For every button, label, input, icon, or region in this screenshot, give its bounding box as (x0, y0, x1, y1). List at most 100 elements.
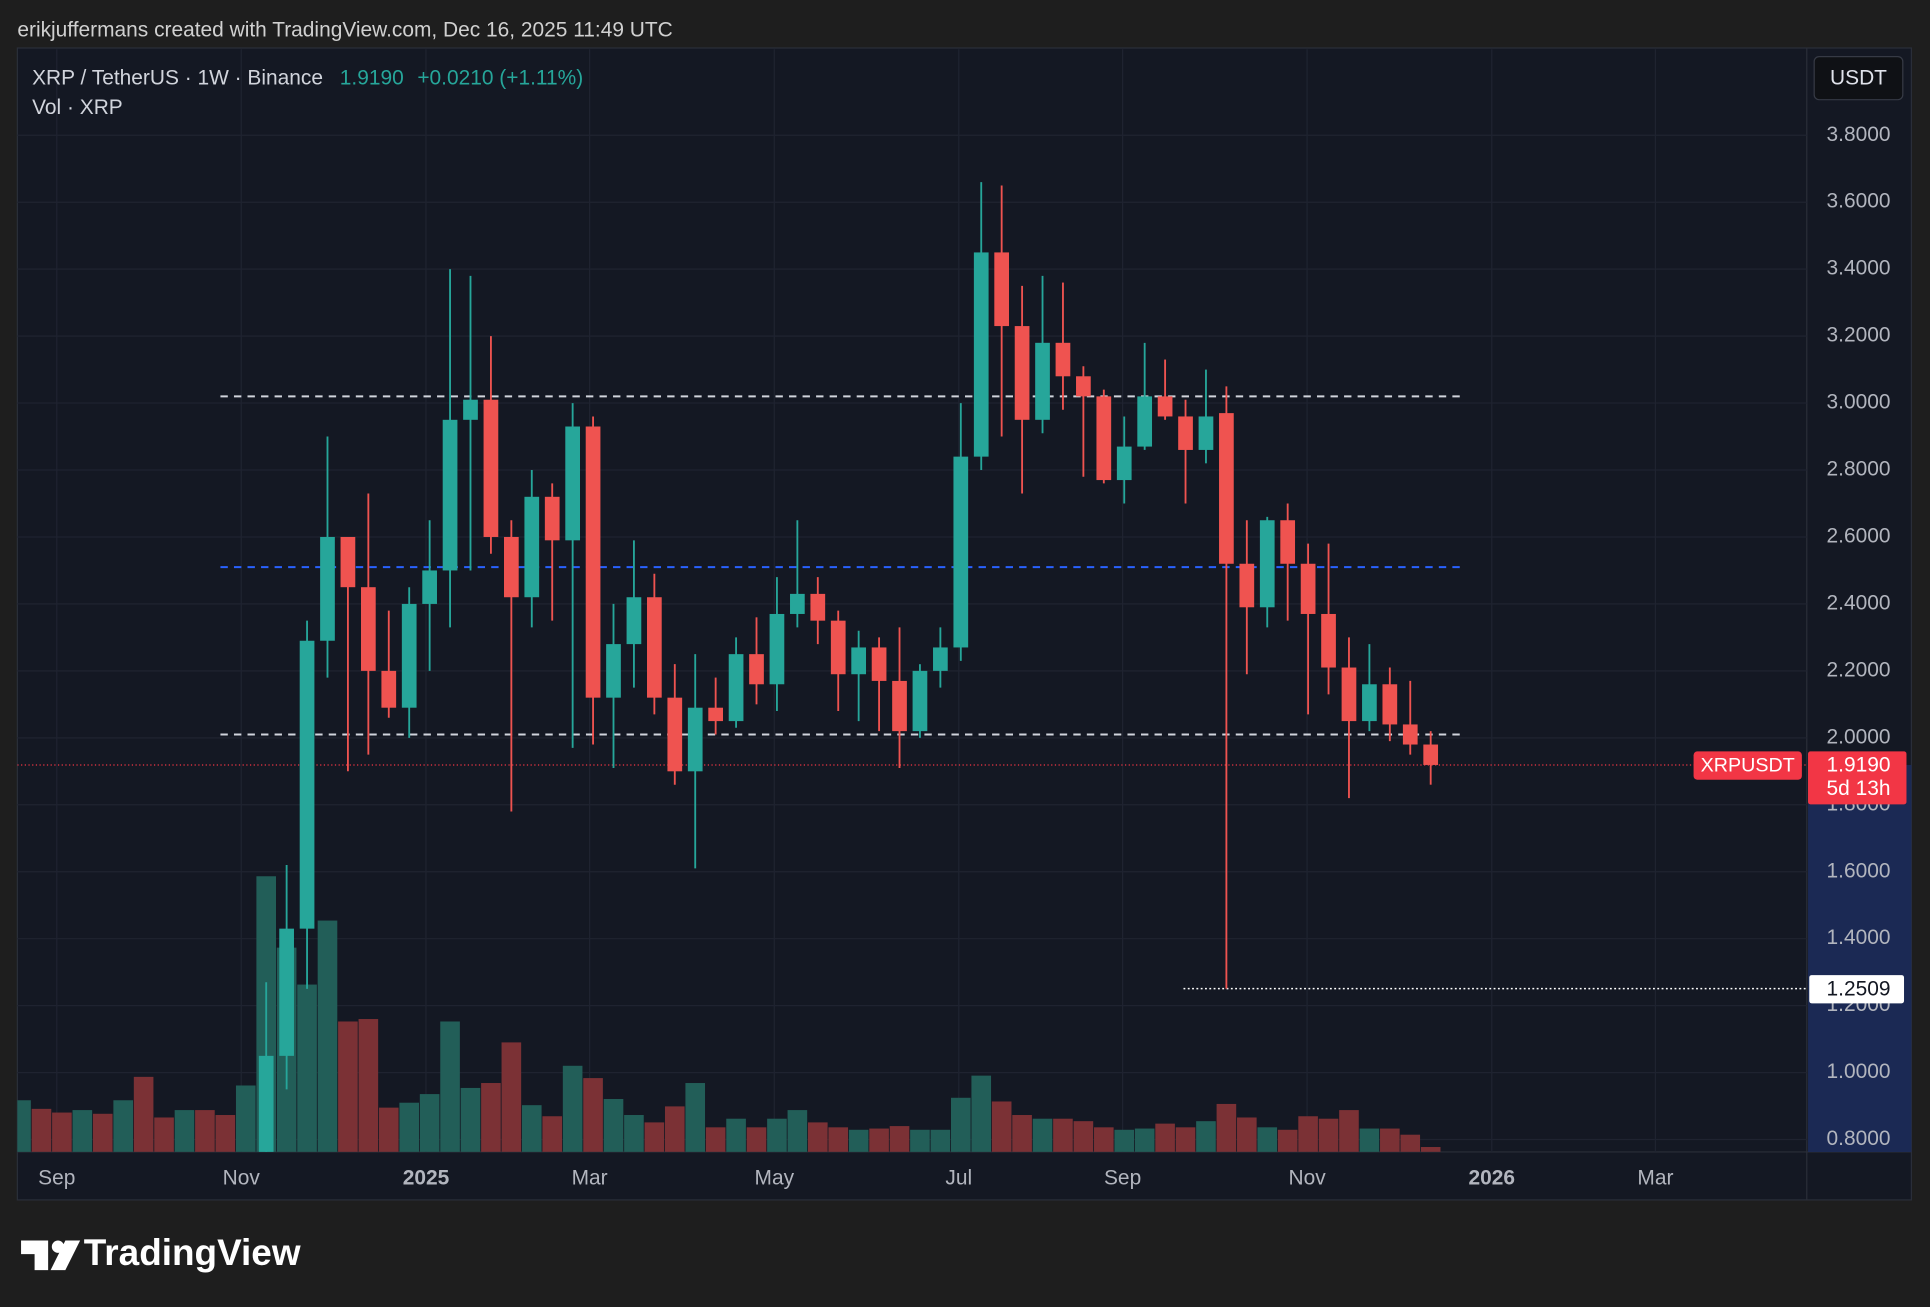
y-tick-label: 1.4000 (1827, 926, 1891, 949)
volume-bar (72, 1110, 93, 1152)
candle-body (708, 707, 724, 722)
candle-body (401, 603, 417, 708)
volume-bar (624, 1115, 644, 1152)
volume-title: Vol · XRP (32, 96, 123, 119)
candle-body (1259, 520, 1275, 608)
volume-bar (848, 1129, 869, 1152)
candle-body (503, 536, 519, 598)
x-tick-label: 2026 (1469, 1167, 1516, 1190)
volume-bar (1094, 1127, 1114, 1152)
volume-bar (419, 1094, 440, 1152)
volume-bar (460, 1087, 481, 1152)
volume-bar (950, 1097, 971, 1152)
volume-bar (17, 1100, 31, 1152)
low-tag (1809, 975, 1905, 1004)
volume-bar (1420, 1147, 1441, 1152)
candle-body (340, 536, 356, 588)
candle-body (1137, 396, 1153, 447)
candle-body (851, 647, 867, 675)
currency-label[interactable]: USDT (1830, 66, 1887, 89)
candle-body (1423, 744, 1439, 765)
volume-bar (583, 1078, 603, 1152)
candle-body (790, 593, 805, 614)
volume-bar (1196, 1121, 1216, 1152)
y-tick-label: 3.2000 (1827, 324, 1891, 347)
candle-body (749, 654, 764, 685)
volume-bar (31, 1108, 52, 1152)
volume-bar (644, 1122, 665, 1152)
volume-bar (726, 1118, 746, 1152)
volume-bar (338, 1021, 358, 1152)
axes: 0.80001.00001.20001.40001.60001.80002.00… (38, 123, 1912, 1190)
candle-body (830, 620, 846, 675)
volume-bar (1359, 1128, 1380, 1152)
candle-body (320, 536, 335, 641)
y-tick-label: 0.8000 (1827, 1127, 1891, 1150)
volume-bar (235, 1085, 256, 1152)
candle-body (360, 587, 376, 671)
y-tick-label: 2.8000 (1827, 458, 1891, 481)
candle-body (647, 597, 662, 698)
candle-body (912, 670, 928, 732)
logo-slash (50, 1240, 81, 1271)
y-tick-label: 2.4000 (1827, 591, 1891, 614)
candle-body (728, 654, 744, 722)
volume-bar (889, 1126, 910, 1152)
y-tick-label: 2.2000 (1827, 658, 1891, 681)
volume-bar (1298, 1116, 1318, 1152)
last-price: 1.9190 (340, 66, 404, 89)
volume-bar (378, 1107, 399, 1152)
candle-body (810, 593, 826, 621)
candle-body (606, 644, 621, 698)
volume-bar (787, 1110, 808, 1152)
volume-bar (603, 1099, 624, 1152)
volume-bar (174, 1110, 195, 1152)
candle-body (381, 670, 397, 708)
low-tag-label: 1.2509 (1827, 977, 1891, 1000)
volume-bar (1216, 1103, 1237, 1152)
candle-body (1280, 520, 1296, 564)
candle-body (1219, 413, 1234, 564)
volume-bar (215, 1115, 236, 1152)
volume-bar (910, 1129, 930, 1152)
currency-button[interactable] (1813, 55, 1904, 101)
volume-bar (501, 1042, 522, 1152)
brand: TradingView (84, 1232, 301, 1273)
volume-bar (1380, 1128, 1400, 1152)
volume-bar (399, 1102, 420, 1152)
volume-bar (685, 1083, 706, 1152)
candle-body (1096, 396, 1112, 481)
logo-mark (21, 1240, 49, 1271)
volume-pane (17, 876, 1441, 1152)
volume-bar (869, 1128, 889, 1152)
y-tick-label: 1.0000 (1827, 1060, 1891, 1083)
volume-bar (317, 920, 338, 1152)
volume-bar (767, 1118, 787, 1152)
volume-bar (1012, 1115, 1032, 1152)
candle-body (299, 640, 315, 929)
volume-bar (1032, 1118, 1053, 1152)
candle-body (483, 399, 499, 537)
candle-body (1239, 563, 1255, 608)
price-range-highlight (1808, 764, 1912, 1152)
volume-bar (828, 1127, 849, 1152)
brand-logo: TradingView (21, 1232, 301, 1273)
candle-body (892, 680, 907, 732)
candle-body (871, 647, 887, 681)
y-tick-label: 2.6000 (1827, 525, 1891, 548)
x-tick-label: Nov (1288, 1167, 1326, 1190)
candle-body (933, 647, 948, 671)
volume-bar (133, 1076, 154, 1152)
candle-body (422, 570, 437, 604)
volume-bar (930, 1129, 951, 1152)
volume-bar (1318, 1118, 1339, 1152)
candle-body (1035, 342, 1050, 420)
volume-bar (1053, 1118, 1073, 1152)
volume-bar (991, 1101, 1012, 1152)
candle-body (1014, 326, 1030, 420)
candles (258, 182, 1439, 1152)
volume-bar (481, 1083, 501, 1152)
volume-bar (807, 1122, 828, 1152)
